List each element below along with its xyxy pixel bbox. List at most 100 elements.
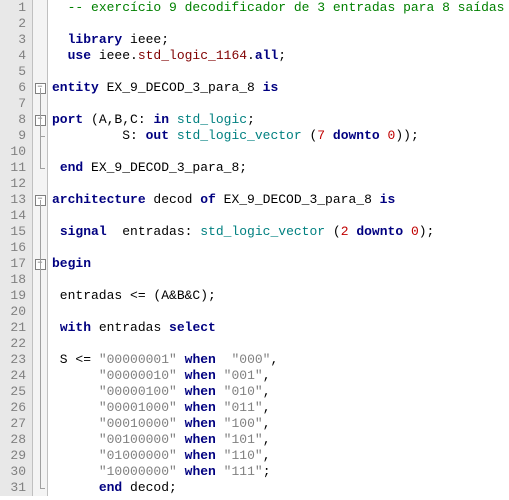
fold-marker [33, 368, 47, 384]
token [52, 48, 68, 63]
code-line[interactable] [52, 16, 509, 32]
token: downto [356, 224, 403, 239]
token: std_logic_vector [177, 128, 302, 143]
code-line[interactable] [52, 336, 509, 352]
code-line[interactable]: -- exercício 9 decodificador de 3 entrad… [52, 0, 509, 16]
code-line[interactable]: architecture decod of EX_9_DECOD_3_para_… [52, 192, 509, 208]
line-number: 19 [4, 288, 26, 304]
code-line[interactable]: entity EX_9_DECOD_3_para_8 is [52, 80, 509, 96]
token: "00000010" [99, 368, 177, 383]
code-line[interactable] [52, 64, 509, 80]
token [177, 400, 185, 415]
token [52, 400, 99, 415]
token [216, 432, 224, 447]
token: "100" [224, 416, 263, 431]
code-line[interactable]: "00010000" when "100", [52, 416, 509, 432]
code-line[interactable] [52, 96, 509, 112]
code-line[interactable]: begin [52, 256, 509, 272]
line-number: 16 [4, 240, 26, 256]
token: , [263, 432, 271, 447]
token: all [255, 48, 278, 63]
fold-marker [33, 480, 47, 496]
token: 2 [341, 224, 349, 239]
fold-marker[interactable]: − [33, 256, 47, 272]
token: "00000001" [99, 352, 177, 367]
token: std_logic_vector [200, 224, 325, 239]
code-line[interactable]: signal entradas: std_logic_vector (2 dow… [52, 224, 509, 240]
code-area[interactable]: -- exercício 9 decodificador de 3 entrad… [48, 0, 509, 496]
code-line[interactable]: end EX_9_DECOD_3_para_8; [52, 160, 509, 176]
fold-marker [33, 96, 47, 112]
line-number: 11 [4, 160, 26, 176]
token: when [185, 384, 216, 399]
token [52, 384, 99, 399]
token: port [52, 112, 83, 127]
token: when [185, 432, 216, 447]
line-number: 12 [4, 176, 26, 192]
code-line[interactable]: use ieee.std_logic_1164.all; [52, 48, 509, 64]
token: "00001000" [99, 400, 177, 415]
token [216, 448, 224, 463]
fold-marker [33, 432, 47, 448]
token: when [185, 448, 216, 463]
fold-marker [33, 16, 47, 32]
token: "000" [231, 352, 270, 367]
token: when [185, 352, 216, 367]
token: S <= [52, 352, 99, 367]
code-line[interactable]: "00000100" when "010", [52, 384, 509, 400]
token [380, 128, 388, 143]
fold-marker [33, 128, 47, 144]
line-number: 2 [4, 16, 26, 32]
line-number: 6 [4, 80, 26, 96]
token [52, 368, 99, 383]
token: "001" [224, 368, 263, 383]
code-line[interactable] [52, 176, 509, 192]
fold-marker [33, 224, 47, 240]
fold-marker [33, 176, 47, 192]
code-line[interactable]: "01000000" when "110", [52, 448, 509, 464]
token [216, 416, 224, 431]
token [216, 368, 224, 383]
code-line[interactable]: entradas <= (A&B&C); [52, 288, 509, 304]
token: signal [60, 224, 107, 239]
token [52, 0, 68, 15]
token: when [185, 416, 216, 431]
fold-marker [33, 0, 47, 16]
code-line[interactable]: S: out std_logic_vector (7 downto 0)); [52, 128, 509, 144]
code-line[interactable]: "00001000" when "011", [52, 400, 509, 416]
code-line[interactable]: "00100000" when "101", [52, 432, 509, 448]
code-line[interactable] [52, 208, 509, 224]
fold-marker [33, 272, 47, 288]
token: when [185, 464, 216, 479]
fold-marker[interactable]: − [33, 112, 47, 128]
line-number: 21 [4, 320, 26, 336]
fold-marker [33, 304, 47, 320]
code-line[interactable]: library ieee; [52, 32, 509, 48]
code-line[interactable] [52, 144, 509, 160]
token [52, 416, 99, 431]
token: 7 [317, 128, 325, 143]
token: , [263, 416, 271, 431]
code-line[interactable]: port (A,B,C: in std_logic; [52, 112, 509, 128]
code-line[interactable] [52, 240, 509, 256]
token: use [68, 48, 91, 63]
code-line[interactable]: "00000010" when "001", [52, 368, 509, 384]
code-line[interactable]: with entradas select [52, 320, 509, 336]
code-line[interactable]: end decod; [52, 480, 509, 496]
token: in [153, 112, 169, 127]
fold-marker [33, 48, 47, 64]
line-number: 20 [4, 304, 26, 320]
fold-marker [33, 208, 47, 224]
fold-marker[interactable]: − [33, 192, 47, 208]
token: end [60, 160, 83, 175]
token: decod; [122, 480, 177, 495]
token [177, 464, 185, 479]
line-number: 29 [4, 448, 26, 464]
token: begin [52, 256, 91, 271]
code-line[interactable]: "10000000" when "111"; [52, 464, 509, 480]
code-line[interactable] [52, 304, 509, 320]
code-line[interactable]: S <= "00000001" when "000", [52, 352, 509, 368]
token: library [68, 32, 123, 47]
fold-marker[interactable]: − [33, 80, 47, 96]
code-line[interactable] [52, 272, 509, 288]
